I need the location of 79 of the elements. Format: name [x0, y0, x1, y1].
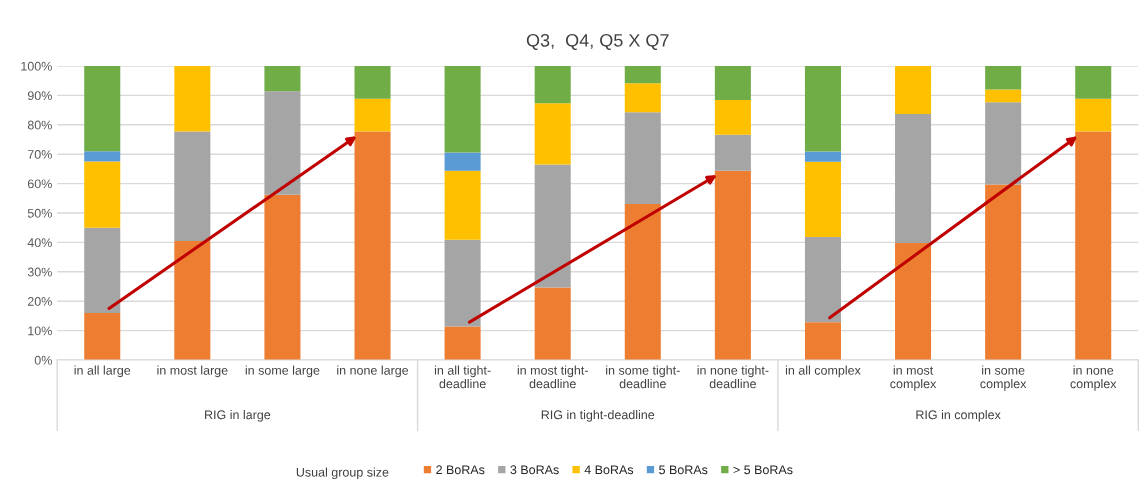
y-tick-label: 100%: [21, 61, 52, 71]
y-tick-label: 30%: [27, 267, 52, 277]
bar: [534, 103, 571, 165]
bar: [444, 66, 481, 153]
bar: [714, 134, 751, 171]
bar: [264, 66, 301, 92]
bar: [534, 287, 571, 360]
x-tick-label: in most large: [157, 365, 228, 378]
y-tick-label: 40%: [27, 238, 52, 248]
bar: [624, 83, 661, 113]
bar: [354, 131, 391, 360]
x-tick-label: in some large: [245, 365, 320, 378]
text: RIG in large: [205, 410, 271, 422]
y-tick-label: 10%: [28, 326, 52, 336]
bar: [174, 66, 211, 132]
bar: [895, 113, 932, 243]
y-tick-label: 90%: [27, 91, 52, 101]
x-tick-label: in all large: [74, 365, 131, 378]
y-tick-label: 80%: [27, 120, 52, 130]
bar: [714, 170, 751, 360]
x-tick-label: in some complex: [980, 365, 1027, 391]
bar: [444, 170, 481, 240]
bar: [985, 184, 1022, 360]
bar: [84, 161, 121, 228]
bar: [444, 326, 481, 360]
bar: [84, 151, 121, 162]
text: RIG in complex: [916, 410, 1001, 422]
y-tick-label: 20%: [27, 297, 52, 306]
bar: [1075, 66, 1112, 99]
bar: [1075, 98, 1112, 132]
bar: [895, 242, 932, 360]
bar: [624, 112, 661, 204]
x-tick-label: in most complex: [890, 365, 937, 391]
bar: [985, 89, 1022, 103]
bar: [354, 98, 391, 132]
x-tick-label: in none tight-deadline: [697, 365, 769, 389]
bar: [714, 66, 751, 101]
bar: [84, 227, 121, 313]
bar: [444, 152, 481, 171]
bar: [714, 100, 751, 135]
x-tick-label: in most tight-deadline: [517, 365, 588, 389]
bar: [174, 131, 211, 241]
bar: [354, 66, 391, 99]
bar: [1075, 131, 1112, 360]
bar: [264, 194, 301, 360]
y-tick-label: 60%: [27, 179, 52, 189]
bar: [444, 239, 481, 327]
bar: [804, 322, 841, 360]
legend-label: 4 BoRAs: [584, 465, 634, 475]
bar: [624, 66, 661, 84]
bar: [804, 66, 841, 152]
y-tick-label: 0%: [34, 355, 52, 365]
y-tick-label: 70%: [27, 150, 52, 159]
bar: [624, 203, 661, 360]
bar: [534, 164, 571, 288]
legend-label: 3 BoRAs: [510, 465, 559, 475]
x-tick-label: in all tight-deadline: [434, 365, 491, 389]
x-tick-label: in none large: [337, 365, 409, 378]
chart-title: Q3, Q4, Q5 X Q7: [526, 33, 669, 50]
bar: [84, 66, 121, 152]
legend-title: Usual group size: [296, 467, 389, 480]
bar: [985, 102, 1022, 185]
y-tick-label: 50%: [27, 208, 52, 218]
bar: [804, 151, 841, 162]
text: RIG in tight-deadline: [541, 410, 655, 422]
x-tick-label: in all complex: [785, 365, 861, 378]
bar: [985, 66, 1022, 90]
x-tick-label: in some tight-deadline: [606, 365, 680, 389]
legend-label: > 5 BoRAs: [733, 465, 793, 475]
bar: [534, 66, 571, 104]
bar: [174, 240, 211, 360]
x-tick-label: in none complex: [1070, 365, 1117, 391]
bar: [804, 237, 841, 323]
bar: [264, 91, 301, 195]
bar: [84, 312, 121, 360]
legend-label: 5 BoRAs: [659, 465, 708, 475]
bar: [804, 161, 841, 238]
bar: [895, 66, 932, 114]
legend-label: 2 BoRAs: [436, 465, 485, 475]
